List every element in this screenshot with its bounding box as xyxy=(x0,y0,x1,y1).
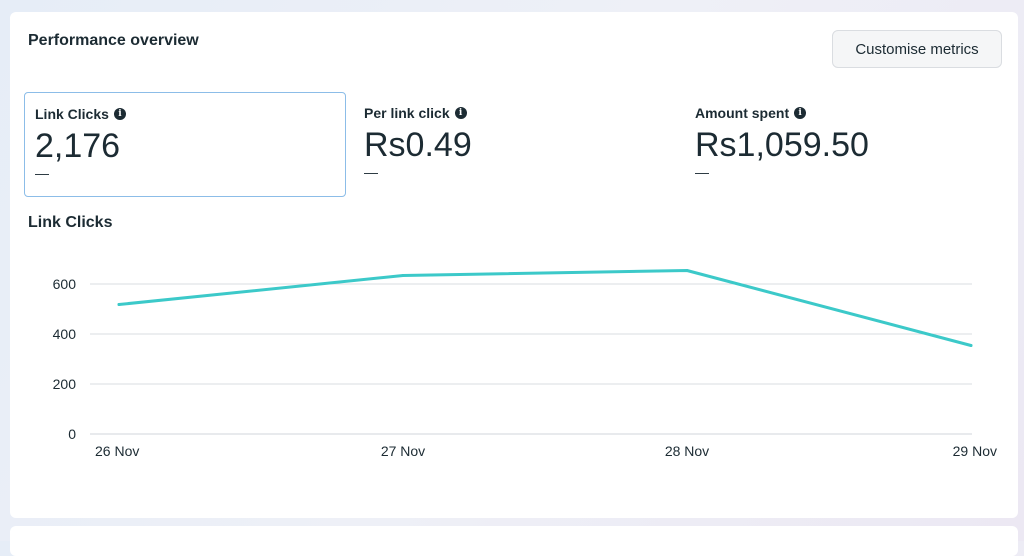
metric-card-link-clicks[interactable]: Link Clicks i 2,176 — xyxy=(24,92,346,197)
next-card xyxy=(10,526,1018,556)
link-clicks-line-chart: 0 200 400 600 26 Nov 27 Nov 28 Nov 29 Nov xyxy=(53,269,997,459)
y-tick-label: 400 xyxy=(53,326,77,342)
x-tick-label: 28 Nov xyxy=(665,443,709,459)
x-tick-label: 26 Nov xyxy=(95,443,139,459)
metric-label-row: Per link click i xyxy=(364,104,666,122)
chart-title: Link Clicks xyxy=(28,214,113,231)
metric-label-row: Amount spent i xyxy=(695,104,997,122)
panel-title: Performance overview xyxy=(28,32,199,49)
metric-card-per-link-click[interactable]: Per link click i Rs0.49 — xyxy=(354,92,676,197)
metric-value: Rs1,059.50 xyxy=(695,126,869,164)
y-tick-label: 600 xyxy=(53,276,77,292)
metric-value: Rs0.49 xyxy=(364,126,472,164)
performance-overview-card: Performance overview Customise metrics L… xyxy=(10,12,1018,518)
metric-delta: — xyxy=(35,165,49,181)
data-point[interactable] xyxy=(685,269,689,272)
metric-delta: — xyxy=(695,164,709,180)
info-icon[interactable]: i xyxy=(113,108,126,120)
metric-delta: — xyxy=(364,164,378,180)
data-point[interactable] xyxy=(401,274,405,277)
metric-label: Amount spent xyxy=(695,105,790,121)
customise-metrics-button[interactable]: Customise metrics xyxy=(832,30,1002,68)
series-line xyxy=(117,269,973,347)
x-tick-label: 29 Nov xyxy=(953,443,997,459)
info-icon[interactable]: i xyxy=(794,107,807,119)
metric-label: Link Clicks xyxy=(35,106,109,122)
y-tick-label: 200 xyxy=(53,376,77,392)
metric-value: 2,176 xyxy=(35,127,121,165)
metric-card-amount-spent[interactable]: Amount spent i Rs1,059.50 — xyxy=(685,92,1007,197)
metric-label: Per link click xyxy=(364,105,450,121)
x-tick-label: 27 Nov xyxy=(381,443,425,459)
data-point[interactable] xyxy=(117,303,121,306)
data-point[interactable] xyxy=(969,344,973,347)
metric-label-row: Link Clicks i xyxy=(35,105,335,123)
y-tick-label: 0 xyxy=(68,426,76,442)
info-icon[interactable]: i xyxy=(454,107,467,119)
